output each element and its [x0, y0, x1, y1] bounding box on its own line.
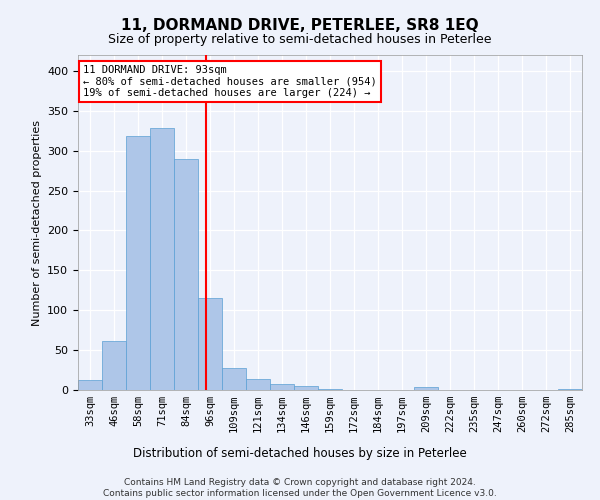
Bar — [102, 342, 126, 390]
Text: 11 DORMAND DRIVE: 93sqm
← 80% of semi-detached houses are smaller (954)
19% of s: 11 DORMAND DRIVE: 93sqm ← 80% of semi-de… — [83, 65, 377, 98]
Bar — [198, 298, 222, 390]
Text: Distribution of semi-detached houses by size in Peterlee: Distribution of semi-detached houses by … — [133, 448, 467, 460]
Bar — [318, 389, 342, 390]
Text: Size of property relative to semi-detached houses in Peterlee: Size of property relative to semi-detach… — [108, 32, 492, 46]
Bar — [174, 160, 198, 390]
Text: 11, DORMAND DRIVE, PETERLEE, SR8 1EQ: 11, DORMAND DRIVE, PETERLEE, SR8 1EQ — [121, 18, 479, 32]
Y-axis label: Number of semi-detached properties: Number of semi-detached properties — [32, 120, 41, 326]
Bar — [558, 389, 582, 390]
Text: Contains HM Land Registry data © Crown copyright and database right 2024.
Contai: Contains HM Land Registry data © Crown c… — [103, 478, 497, 498]
Bar — [222, 368, 246, 390]
Bar — [246, 379, 270, 390]
Bar — [414, 387, 438, 390]
Bar — [294, 386, 318, 390]
Bar — [126, 136, 150, 390]
Bar — [150, 128, 174, 390]
Bar — [270, 384, 294, 390]
Bar — [78, 380, 102, 390]
